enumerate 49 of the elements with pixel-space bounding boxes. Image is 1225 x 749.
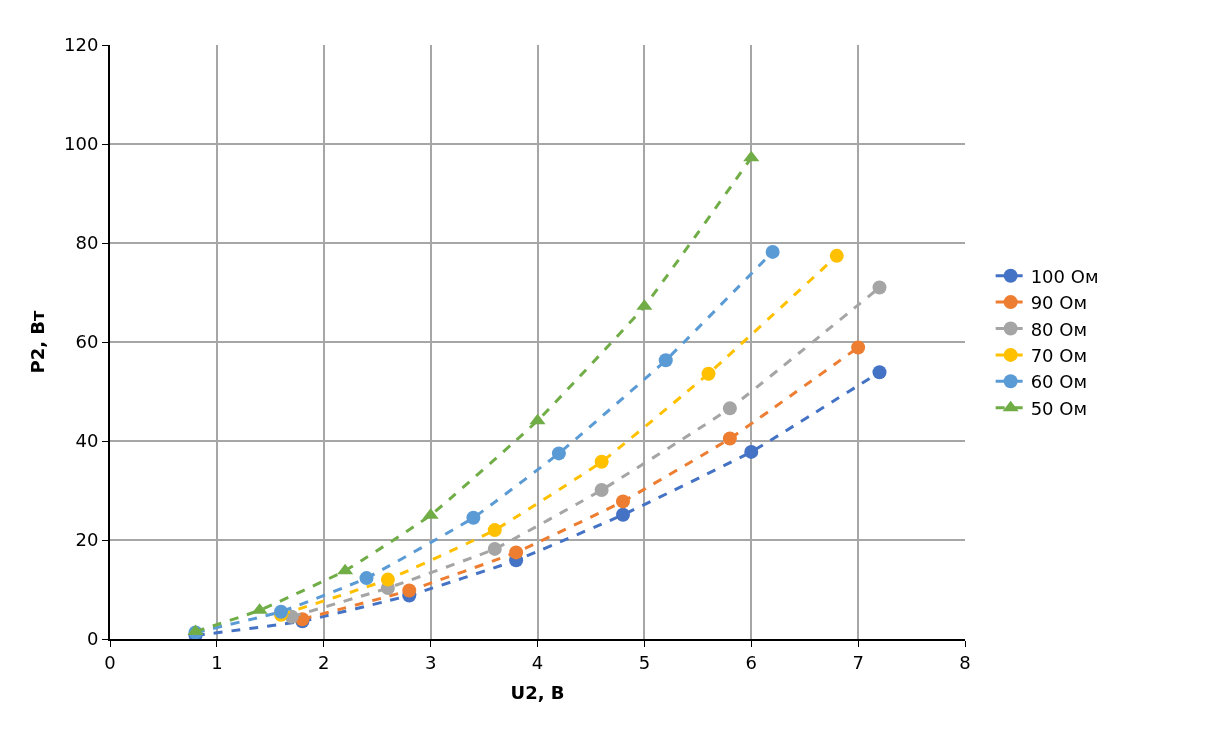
point bbox=[337, 563, 354, 575]
point bbox=[359, 571, 374, 586]
point bbox=[466, 510, 481, 525]
point bbox=[616, 494, 630, 509]
y-axis-title: P2, Вт bbox=[26, 309, 48, 374]
legend-label: 70 Ом bbox=[1030, 344, 1088, 366]
legend-label: 90 Ом bbox=[1030, 292, 1088, 314]
y-tick-label: 20 bbox=[75, 529, 99, 551]
x-tick-label: 0 bbox=[104, 651, 116, 673]
legend-label: 100 Ом bbox=[1030, 265, 1099, 287]
y-tick-label: 100 bbox=[64, 133, 99, 155]
point bbox=[487, 541, 502, 556]
x-tick-label: 3 bbox=[424, 651, 437, 673]
x-tick-label: 7 bbox=[852, 651, 864, 673]
y-tick-label: 80 bbox=[75, 232, 99, 254]
point bbox=[380, 572, 395, 587]
point bbox=[509, 545, 524, 560]
point bbox=[402, 583, 417, 598]
point bbox=[701, 366, 716, 381]
point bbox=[765, 244, 780, 259]
point bbox=[594, 454, 609, 469]
point bbox=[658, 353, 673, 368]
point bbox=[616, 507, 630, 522]
legend-label: 80 Ом bbox=[1030, 318, 1088, 340]
point bbox=[487, 523, 502, 538]
point bbox=[872, 365, 887, 380]
point bbox=[743, 150, 760, 162]
point bbox=[551, 446, 566, 461]
x-tick-label: 1 bbox=[211, 651, 223, 673]
point bbox=[722, 431, 737, 446]
x-tick-label: 5 bbox=[638, 651, 651, 673]
x-tick-label: 6 bbox=[745, 651, 757, 673]
x-tick-label: 8 bbox=[959, 651, 971, 673]
point bbox=[851, 340, 866, 355]
legend-label: 60 Ом bbox=[1030, 371, 1088, 393]
y-tick-label: 40 bbox=[75, 430, 99, 452]
x-tick-label: 4 bbox=[531, 651, 544, 673]
x-axis-title: U2, В bbox=[510, 682, 565, 704]
point bbox=[529, 413, 546, 425]
x-tick-label: 2 bbox=[318, 651, 330, 673]
point bbox=[872, 280, 887, 295]
point bbox=[829, 248, 844, 263]
point bbox=[594, 483, 609, 497]
legend-label: 50 Ом bbox=[1030, 397, 1088, 419]
y-tick-label: 120 bbox=[64, 34, 99, 56]
point bbox=[744, 444, 759, 459]
point bbox=[722, 401, 737, 416]
y-tick-label: 0 bbox=[86, 628, 99, 650]
y-tick-label: 60 bbox=[75, 331, 99, 353]
